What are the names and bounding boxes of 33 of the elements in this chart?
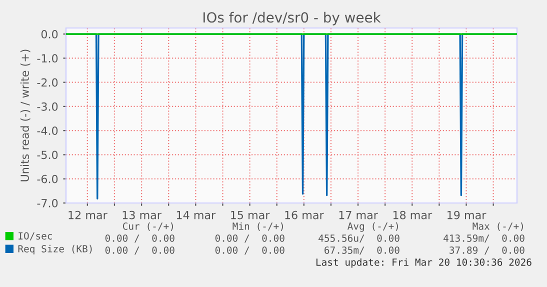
x-tick-label: 18 mar (393, 210, 432, 220)
x-tick-label: 19 mar (448, 210, 486, 220)
text: Cur (-/+) (122, 222, 173, 231)
y-axis-title: Units read (-) / write (+) (20, 50, 30, 182)
y-tick-label: -2.0 (37, 78, 58, 87)
x-tick-label: 17 mar (339, 210, 378, 220)
y-tick-label: -1.0 (37, 54, 58, 63)
legend-label: IO/sec (18, 232, 52, 240)
y-tick-label: -5.0 (37, 150, 58, 160)
legend-label: Req Size (KB) (18, 244, 92, 254)
text: 67.35m/ 0.00 (324, 246, 400, 255)
chart-title: IOs for /dev/sr0 - by week (204, 12, 381, 26)
y-tick-label: -7.0 (37, 198, 58, 208)
text: 0.00 / 0.00 (215, 246, 284, 255)
text: Avg (-/+) (348, 222, 398, 232)
text: 413.59m/ 0.00 (444, 234, 524, 243)
text: Last update: Fri Mar 20 10:30:36 2026 (316, 258, 532, 268)
text: 455.56u/ 0.00 (318, 234, 400, 243)
text: 0.00 / 0.00 (105, 246, 174, 255)
y-tick-label: -6.0 (37, 174, 58, 184)
text: 0.00 / 0.00 (105, 234, 174, 243)
y-tick-label: -4.0 (37, 126, 58, 135)
x-tick-label: 16 mar (285, 210, 324, 220)
y-tick-label: 0.0 (41, 30, 58, 38)
x-tick-label: 13 mar (122, 210, 162, 220)
text: 0.00 / 0.00 (215, 234, 284, 243)
text: Max (-/+) (472, 222, 523, 231)
text: 37.89 / 0.00 (450, 246, 524, 255)
text: Min (-/+) (232, 222, 283, 231)
x-tick-label: 12 mar (68, 210, 108, 220)
y-tick-label: -3.0 (37, 102, 58, 111)
x-tick-label: 15 mar (231, 210, 270, 220)
x-tick-label: 14 mar (176, 210, 216, 220)
